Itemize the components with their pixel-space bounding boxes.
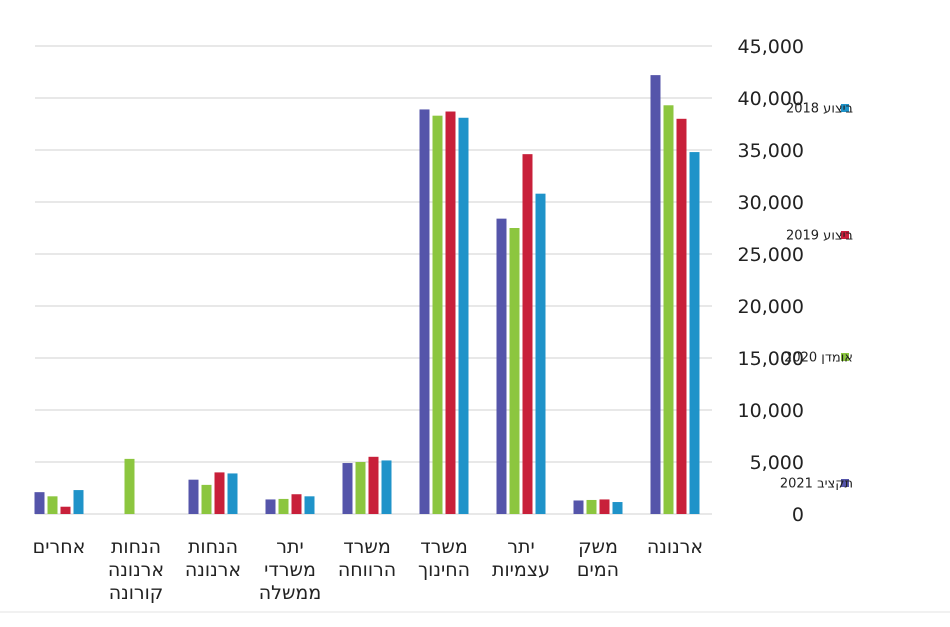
legend-item: ביצוע 2018 <box>786 102 853 117</box>
bar <box>458 117 469 514</box>
bar <box>214 472 225 514</box>
bar <box>676 118 687 515</box>
x-category-label: משרד <box>420 536 467 558</box>
bar <box>535 193 546 514</box>
x-category-label: החינוך <box>418 559 470 581</box>
y-tick-label: 10,000 <box>738 400 804 422</box>
bar <box>368 456 379 514</box>
bar <box>355 462 366 514</box>
bar <box>522 154 533 514</box>
y-tick-label: 30,000 <box>738 192 804 214</box>
x-category-label: יתר <box>507 536 534 558</box>
legend-item: אומדן 2020 <box>784 351 853 366</box>
bar <box>509 228 520 514</box>
bar <box>419 109 430 514</box>
legend: ביצוע 2018 ביצוע 2019 אומדן 2020 תקציב 2021 <box>780 102 853 492</box>
bar <box>291 494 302 514</box>
x-category-label: אחרים <box>33 536 86 558</box>
x-category-label: ממשלה <box>259 582 321 604</box>
legend-swatch <box>841 479 849 487</box>
bar-group <box>124 458 135 514</box>
bar-group <box>342 456 392 514</box>
y-tick-label: 35,000 <box>738 140 804 162</box>
x-category-label: המים <box>577 559 619 581</box>
bar <box>304 496 315 514</box>
bar <box>342 463 353 514</box>
y-tick-label: 45,000 <box>738 36 804 58</box>
y-axis-ticks: 0 5,000 10,000 15,000 20,000 25,000 30,000 35,0… <box>738 36 804 526</box>
x-axis-labels: ארנונהמשקהמיםיתרעצמיותמשרדהחינוךמשרדהרוו… <box>33 536 703 604</box>
bar-group <box>188 472 238 514</box>
x-category-label: הנחות <box>111 536 161 558</box>
bar <box>73 490 84 514</box>
bar <box>124 458 135 514</box>
bar <box>689 152 700 514</box>
x-category-label: ארנונה <box>647 536 703 558</box>
x-category-label: קורונה <box>109 582 164 604</box>
x-category-label: יתר <box>276 536 303 558</box>
legend-swatch <box>841 353 849 361</box>
gridlines <box>35 45 712 515</box>
bar <box>599 499 610 514</box>
y-tick-label: 25,000 <box>738 244 804 266</box>
legend-swatch <box>841 231 849 239</box>
bar-group <box>650 75 700 515</box>
x-category-label: משרד <box>343 536 390 558</box>
legend-item: ביצוע 2019 <box>786 229 853 244</box>
legend-label: אומדן 2020 <box>784 351 853 366</box>
x-category-label: ארנונה <box>185 559 241 581</box>
bar <box>47 496 58 514</box>
bar-group <box>34 490 84 514</box>
bar-group <box>573 499 623 514</box>
bar-group <box>419 109 469 515</box>
bar <box>650 75 661 515</box>
bar <box>201 484 212 514</box>
x-category-label: משק <box>578 536 618 558</box>
bar <box>573 500 584 514</box>
y-tick-label: 15,000 <box>738 348 804 370</box>
bar <box>663 105 674 514</box>
x-category-label: הרווחה <box>338 559 396 581</box>
bar <box>612 502 623 514</box>
bar <box>381 460 392 514</box>
bar <box>265 499 276 514</box>
bar <box>445 111 456 515</box>
x-category-label: הנחות <box>188 536 238 558</box>
bar <box>586 499 597 514</box>
bar <box>34 492 45 514</box>
legend-swatch <box>841 104 849 112</box>
y-tick-label: 5,000 <box>750 452 804 474</box>
legend-item: תקציב 2021 <box>780 477 853 492</box>
bar-group <box>265 494 315 514</box>
y-tick-label: 40,000 <box>738 88 804 110</box>
bar-group <box>496 154 546 514</box>
bar <box>60 506 71 514</box>
x-category-label: משרדי <box>264 559 316 581</box>
bars <box>34 75 700 515</box>
legend-label: תקציב 2021 <box>780 477 853 492</box>
bar <box>278 498 289 514</box>
bar <box>227 473 238 514</box>
x-category-label: ארנונה <box>108 559 164 581</box>
legend-label: ביצוע 2018 <box>786 102 853 117</box>
bar <box>188 479 199 514</box>
y-tick-label: 0 <box>792 504 804 526</box>
x-category-label: עצמיות <box>492 559 550 581</box>
y-tick-label: 20,000 <box>738 296 804 318</box>
bar <box>432 115 443 515</box>
bar <box>496 218 507 514</box>
legend-label: ביצוע 2019 <box>786 229 853 244</box>
